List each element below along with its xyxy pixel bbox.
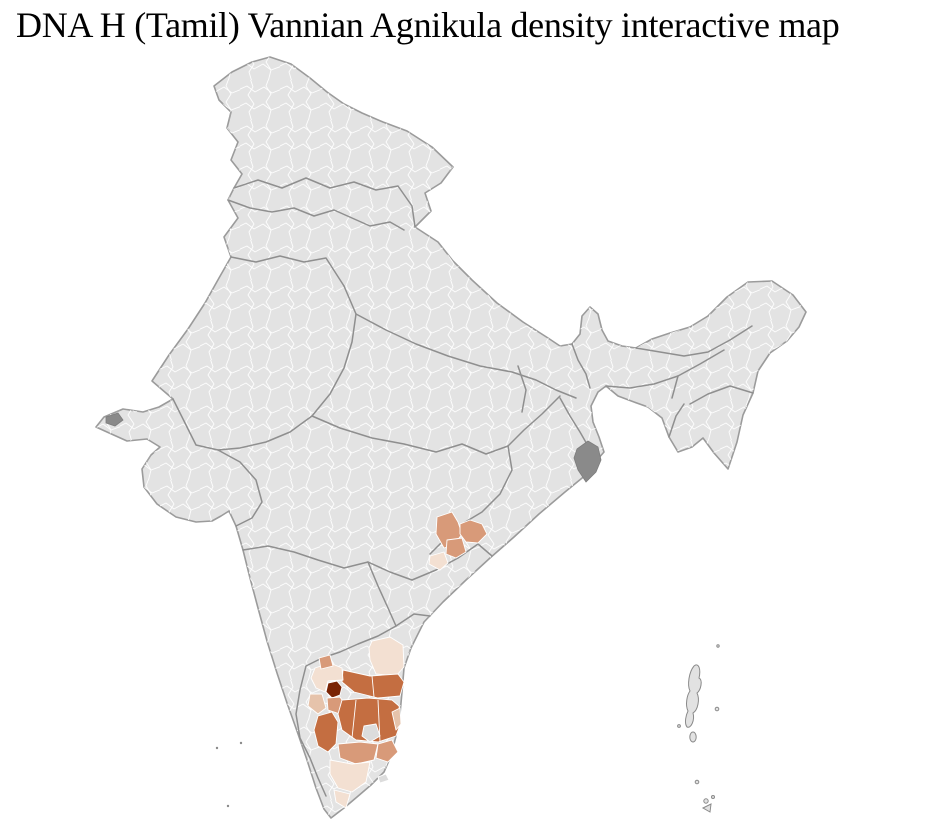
state-border-line — [689, 385, 754, 405]
island-shape — [689, 731, 697, 743]
district-border-line — [371, 675, 375, 698]
state-border-line — [559, 397, 589, 447]
dark-terrain-features — [105, 412, 602, 784]
state-border-line — [295, 625, 397, 797]
state-border-line — [635, 325, 753, 357]
island-shape — [701, 803, 712, 813]
island-shape — [703, 798, 709, 804]
odisha-density-districts[interactable] — [428, 511, 488, 571]
island-shape — [677, 724, 681, 728]
state-border-line — [668, 403, 685, 438]
island-shape — [714, 706, 720, 712]
state-border-line — [172, 285, 357, 451]
lakshadweep-islands — [215, 741, 243, 808]
state-border-line — [227, 199, 405, 231]
state-border-line — [507, 395, 561, 447]
district-shape[interactable] — [329, 759, 371, 793]
island-shape — [711, 795, 715, 799]
island-dot — [226, 804, 230, 808]
district-shape[interactable] — [375, 739, 399, 763]
district-shape[interactable] — [368, 636, 405, 677]
state-border-line — [671, 375, 679, 399]
state-border-line — [217, 449, 263, 527]
rameswaram-spit — [377, 773, 390, 784]
tamil-nadu-density-districts[interactable] — [307, 636, 405, 809]
state-border-line — [233, 177, 416, 228]
state-border-line — [355, 313, 577, 399]
state-border-line — [517, 365, 527, 413]
district-shape[interactable] — [445, 537, 467, 559]
island-shape — [684, 664, 702, 728]
district-shape[interactable] — [428, 551, 449, 571]
district-shape[interactable] — [333, 789, 351, 809]
district-shape[interactable] — [307, 693, 327, 715]
island-shape — [716, 644, 720, 648]
island-dot — [215, 746, 219, 750]
kutch-islet — [105, 412, 124, 427]
district-border-line — [351, 699, 357, 739]
island-dot — [239, 741, 243, 745]
district-border-line — [377, 699, 381, 743]
state-border-line — [242, 545, 413, 581]
island-shape — [694, 779, 700, 785]
india-outline[interactable] — [95, 56, 807, 819]
district-shape[interactable] — [337, 697, 402, 743]
state-border-line — [311, 415, 509, 455]
district-shape[interactable] — [391, 707, 402, 731]
state-border-line — [230, 255, 345, 287]
district-shape[interactable] — [325, 680, 343, 699]
district-shape[interactable] — [337, 741, 379, 765]
state-border-line — [605, 349, 725, 389]
state-border-line — [571, 343, 591, 389]
district-shape[interactable] — [313, 711, 339, 753]
state-border-line — [411, 543, 493, 581]
district-shape[interactable] — [459, 519, 488, 544]
district-shape[interactable] — [310, 662, 344, 693]
page-title: DNA H (Tamil) Vannian Agnikula density i… — [16, 5, 840, 45]
district-shape[interactable] — [361, 723, 381, 743]
andaman-nicobar-islands — [677, 644, 720, 813]
district-shape[interactable] — [318, 654, 334, 670]
state-border-line — [367, 561, 431, 627]
sundarbans-delta — [573, 440, 602, 483]
